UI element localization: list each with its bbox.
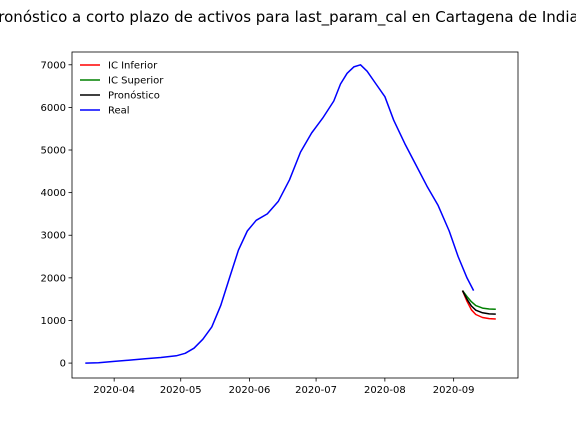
y-tick-label: 0	[60, 359, 66, 370]
y-tick-label: 3000	[41, 231, 66, 242]
x-tick-label: 2020-04	[93, 385, 135, 396]
x-tick-label: 2020-09	[433, 385, 475, 396]
y-tick-label: 1000	[41, 316, 66, 327]
y-tick-label: 2000	[41, 273, 66, 284]
legend: IC Inferior IC Superior Pronóstico Real	[80, 61, 164, 117]
chart-title: Pronóstico a corto plazo de activos para…	[0, 8, 576, 27]
series-layer	[85, 64, 496, 364]
y-tick-label: 5000	[41, 146, 66, 157]
x-tick-label: 2020-05	[160, 385, 202, 396]
y-tick-label: 7000	[41, 60, 66, 71]
legend-label: Pronóstico	[108, 90, 160, 102]
y-axis: 0 1000 2000 3000 4000 5000 6000 7000	[41, 60, 72, 370]
y-tick-label: 4000	[41, 188, 66, 199]
x-tick-label: 2020-08	[364, 385, 406, 396]
series-line-1	[461, 290, 496, 310]
series-line-3	[85, 64, 475, 364]
legend-label: IC Superior	[108, 76, 164, 87]
y-tick-label: 6000	[41, 103, 66, 114]
x-axis: 2020-04 2020-05 2020-06 2020-07 2020-08 2020-…	[93, 378, 475, 396]
plot-frame	[71, 51, 519, 379]
legend-label: IC Inferior	[108, 61, 158, 72]
legend-label: Real	[108, 106, 130, 117]
x-tick-label: 2020-06	[229, 385, 271, 396]
series-line-2	[461, 290, 496, 315]
x-tick-label: 2020-07	[295, 385, 337, 396]
series-line-0	[461, 290, 496, 320]
